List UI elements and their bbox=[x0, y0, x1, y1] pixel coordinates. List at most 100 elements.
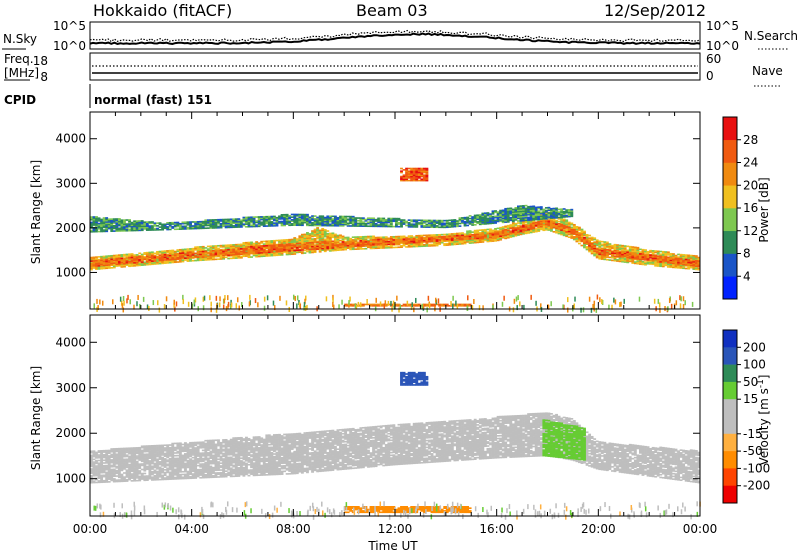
range-cell bbox=[511, 228, 515, 231]
range-cell bbox=[384, 218, 388, 221]
range-cell bbox=[468, 238, 472, 240]
range-cell bbox=[534, 215, 538, 218]
range-cell bbox=[181, 228, 185, 230]
range-cell bbox=[425, 304, 429, 307]
range-cell bbox=[598, 251, 602, 253]
range-cell bbox=[196, 248, 200, 251]
range-cell bbox=[672, 259, 675, 262]
range-cell bbox=[448, 242, 452, 245]
range-cell bbox=[476, 240, 480, 242]
range-cell bbox=[405, 221, 409, 224]
range-cell bbox=[209, 245, 213, 248]
range-cell bbox=[245, 244, 248, 247]
range-cell bbox=[328, 243, 332, 245]
range-cell bbox=[621, 258, 625, 260]
range-cell bbox=[300, 239, 304, 241]
range-cell bbox=[504, 236, 508, 238]
range-cell bbox=[257, 249, 261, 252]
range-cell bbox=[420, 241, 424, 243]
range-cell bbox=[496, 230, 500, 233]
range-cell bbox=[654, 258, 658, 261]
range-cell bbox=[219, 253, 223, 256]
range-cell bbox=[471, 216, 475, 218]
range-cell bbox=[519, 218, 523, 221]
range-cell bbox=[107, 267, 111, 269]
range-cell bbox=[496, 236, 500, 239]
range-cell bbox=[313, 245, 317, 248]
range-cell bbox=[245, 216, 248, 219]
range-cell bbox=[311, 215, 314, 217]
range-cell bbox=[458, 225, 462, 227]
range-cell bbox=[262, 247, 266, 249]
range-cell bbox=[212, 254, 215, 256]
range-cell bbox=[433, 239, 436, 241]
range-cell bbox=[303, 244, 307, 247]
range-cell bbox=[255, 248, 259, 250]
range-cell bbox=[547, 214, 551, 217]
range-cell bbox=[402, 243, 406, 246]
range-cell bbox=[173, 252, 177, 255]
range-cell bbox=[204, 227, 208, 230]
range-cell bbox=[300, 219, 304, 221]
range-cell bbox=[661, 262, 665, 265]
range-cell bbox=[374, 236, 378, 239]
range-cell bbox=[425, 177, 429, 179]
range-cell bbox=[537, 219, 541, 222]
range-cell bbox=[222, 222, 226, 225]
range-cell bbox=[522, 211, 525, 214]
range-cell bbox=[600, 253, 604, 256]
range-cell bbox=[349, 243, 353, 245]
range-cell bbox=[130, 224, 134, 227]
range-cell bbox=[201, 245, 205, 248]
range-cell bbox=[156, 257, 159, 259]
range-cell bbox=[156, 258, 159, 261]
range-cell bbox=[481, 234, 485, 237]
range-cell bbox=[547, 224, 551, 227]
range-cell bbox=[616, 248, 619, 250]
range-cell bbox=[184, 257, 187, 260]
range-cell bbox=[395, 217, 398, 220]
range-cell bbox=[461, 304, 464, 307]
range-cell bbox=[178, 252, 182, 255]
range-cell bbox=[557, 231, 561, 234]
range-cell bbox=[524, 216, 528, 219]
range-cell bbox=[494, 227, 497, 230]
range-cell bbox=[544, 229, 548, 231]
range-cell bbox=[308, 239, 312, 242]
range-cell bbox=[397, 238, 401, 241]
range-cell bbox=[641, 262, 645, 264]
range-cell bbox=[252, 245, 256, 248]
range-cell bbox=[412, 240, 416, 243]
range-cell bbox=[562, 219, 566, 222]
range-cell bbox=[318, 242, 322, 245]
range-cell bbox=[313, 235, 317, 237]
range-cell bbox=[501, 209, 505, 212]
range-cell bbox=[613, 245, 617, 247]
range-cell bbox=[191, 225, 195, 227]
range-cell bbox=[697, 268, 701, 271]
range-cell bbox=[395, 219, 398, 221]
range-cell bbox=[158, 259, 162, 262]
range-cell bbox=[361, 241, 365, 243]
range-cell bbox=[364, 224, 368, 226]
range-cell bbox=[588, 246, 592, 248]
range-cell bbox=[395, 224, 398, 227]
range-cell bbox=[410, 239, 414, 241]
range-cell bbox=[567, 209, 571, 211]
range-cell bbox=[504, 225, 508, 228]
range-cell bbox=[283, 243, 287, 246]
range-cell bbox=[384, 225, 388, 228]
range-cell bbox=[522, 220, 525, 223]
range-cell bbox=[102, 256, 106, 259]
range-cell bbox=[511, 220, 515, 223]
range-cell bbox=[311, 248, 314, 251]
range-cell bbox=[311, 231, 314, 234]
range-cell bbox=[123, 260, 126, 262]
range-cell bbox=[532, 228, 536, 231]
range-cell bbox=[412, 236, 416, 239]
range-cell bbox=[308, 224, 312, 227]
range-cell bbox=[506, 229, 510, 232]
range-cell bbox=[148, 258, 152, 260]
range-cell bbox=[323, 223, 327, 226]
range-cell bbox=[247, 220, 251, 223]
